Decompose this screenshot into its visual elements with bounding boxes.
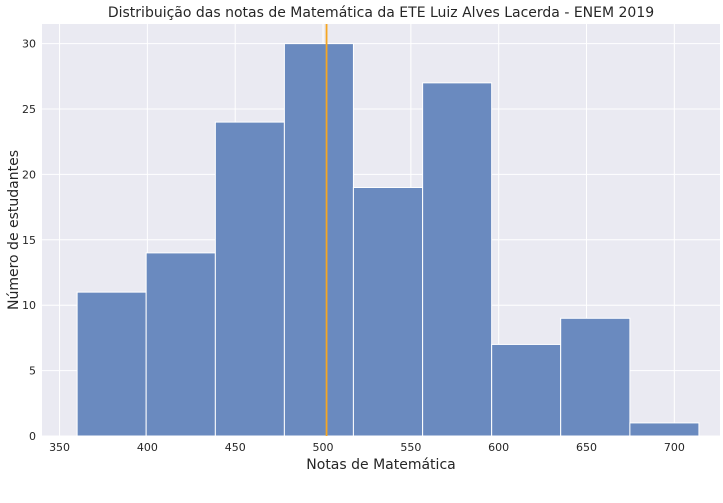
x-tick-label: 500 — [313, 441, 334, 454]
x-tick-label: 350 — [49, 441, 70, 454]
y-tick-label: 10 — [22, 299, 36, 312]
histogram-bar — [214, 121, 285, 437]
tick-labels: 350 400 450 500 550 600 650 700 0 5 10 15 20 25 30 — [22, 38, 685, 454]
x-tick-label: 450 — [225, 441, 246, 454]
histogram-bar — [283, 43, 354, 437]
x-tick-label: 400 — [137, 441, 158, 454]
histogram-bar — [422, 82, 493, 437]
y-tick-label: 0 — [29, 430, 36, 443]
chart-title: Distribuição das notas de Matemática da … — [108, 5, 654, 21]
y-tick-label: 5 — [29, 365, 36, 378]
y-tick-label: 15 — [22, 234, 36, 247]
histogram-bar — [352, 186, 424, 437]
histogram-bar — [629, 422, 700, 437]
y-tick-label: 30 — [22, 38, 36, 51]
histogram-bar — [145, 252, 216, 437]
x-tick-label: 550 — [400, 441, 421, 454]
x-tick-label: 700 — [664, 441, 685, 454]
histogram-bar — [76, 291, 147, 437]
x-tick-label: 650 — [576, 441, 597, 454]
x-tick-label: 600 — [488, 441, 509, 454]
histogram-bars — [76, 43, 700, 437]
x-axis-title: Notas de Matemática — [306, 457, 455, 473]
y-axis-title: Número de estudantes — [6, 150, 22, 310]
y-tick-label: 25 — [22, 103, 36, 116]
histogram-bar — [560, 317, 631, 437]
histogram-bar — [491, 343, 562, 437]
y-tick-label: 20 — [22, 168, 36, 181]
